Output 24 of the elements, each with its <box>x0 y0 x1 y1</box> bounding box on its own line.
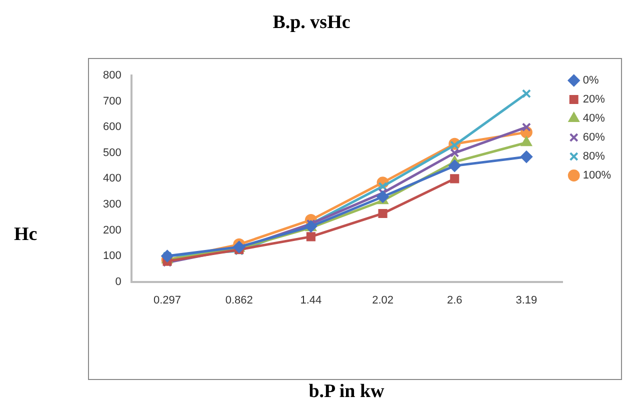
x-tick-label: 1.44 <box>300 294 322 306</box>
legend-label: 0% <box>582 74 599 87</box>
x-tick-label: 3.19 <box>516 294 538 306</box>
x-tick-label: 2.6 <box>446 294 462 306</box>
y-axis-title: Hc <box>14 224 38 246</box>
legend-label: 60% <box>582 132 606 144</box>
x-axis-title: b.P in kw <box>308 381 386 403</box>
y-tick-label: 700 <box>102 95 122 108</box>
y-tick-label: 400 <box>102 172 122 185</box>
legend-label: 20% <box>582 94 606 106</box>
legend-label: 100% <box>582 170 612 182</box>
y-tick-label: 800 <box>102 70 122 82</box>
y-tick-label: 500 <box>102 146 122 159</box>
x-tick-label: 0.297 <box>154 294 182 306</box>
x-tick-label: 2.02 <box>372 294 394 306</box>
chart-title: B.p. vsHc <box>272 12 352 34</box>
y-tick-label: 100 <box>102 250 122 262</box>
y-tick-label: 200 <box>102 224 122 236</box>
y-tick-label: 0 <box>115 276 122 288</box>
y-tick-label: 600 <box>102 121 122 134</box>
y-tick-label: 300 <box>102 198 122 211</box>
legend-label: 40% <box>582 112 606 125</box>
x-tick-label: 0.862 <box>225 294 253 306</box>
legend-label: 80% <box>582 150 606 163</box>
